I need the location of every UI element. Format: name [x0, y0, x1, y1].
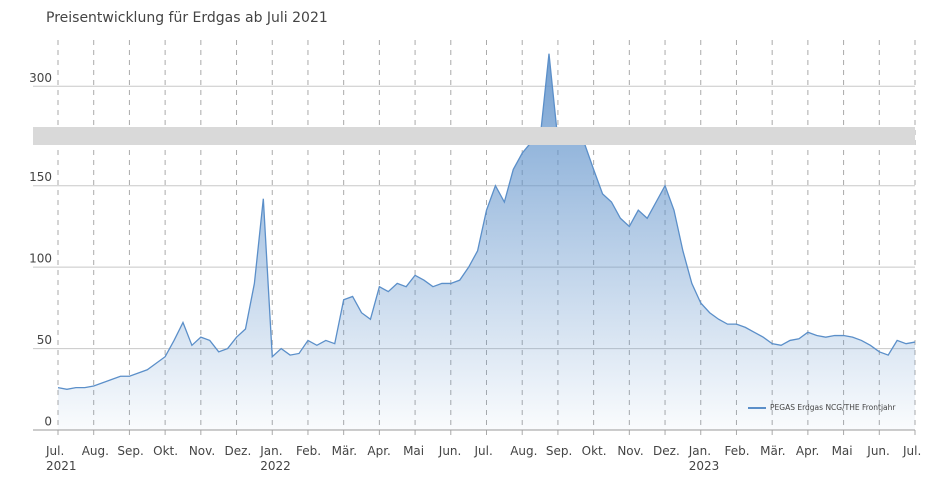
x-tick-label: Sep. — [545, 444, 573, 458]
y-tick-label: 100 — [29, 252, 52, 266]
legend-label: PEGAS Erdgas NCG/THE Frontjahr — [770, 403, 896, 412]
x-tick-label: Apr. — [367, 444, 391, 458]
area-line — [57, 53, 916, 390]
x-tick-label: Jun. — [438, 444, 462, 458]
x-tick-label: Mär. — [331, 444, 358, 458]
x-tick-label: Feb. — [295, 444, 322, 458]
x-tick-label: Aug. — [510, 444, 538, 458]
area-fill — [58, 53, 915, 430]
x-tick-label: Okt. — [153, 444, 179, 458]
x-tick-label: Aug. — [81, 444, 109, 458]
x-tick-label: Mai — [831, 444, 853, 458]
x-tick-label: Jun. — [867, 444, 890, 458]
x-tick-label: Dez. — [653, 444, 680, 458]
axis-break — [33, 127, 915, 145]
x-tick-label: Feb. — [724, 444, 750, 458]
x-tick-label: Apr. — [795, 444, 820, 458]
chart-title: Preisentwicklung für Erdgas ab Juli 2021 — [46, 10, 328, 26]
x-tick-label: Dez. — [224, 444, 252, 458]
y-tick-label: 0 — [44, 415, 52, 429]
x-tick-label: Jul. — [903, 444, 922, 458]
x-tick-label: Mär. — [760, 444, 786, 458]
x-tick-label: Jan. 2022 — [260, 444, 291, 473]
x-tick-label: Okt. — [581, 444, 607, 458]
x-tick-label: Nov. — [617, 444, 644, 458]
x-tick-label: Jan. 2023 — [688, 444, 720, 473]
x-tick-label: Sep. — [117, 444, 144, 458]
x-tick-label: Jul. — [474, 444, 493, 458]
y-tick-label: 150 — [29, 170, 52, 184]
x-tick-label: Nov. — [188, 444, 216, 458]
y-tick-label: 300 — [29, 71, 52, 85]
x-tick-label: Jul. 2021 — [46, 444, 77, 473]
y-tick-label: 50 — [37, 333, 52, 347]
x-tick-label: Mai — [403, 444, 425, 458]
